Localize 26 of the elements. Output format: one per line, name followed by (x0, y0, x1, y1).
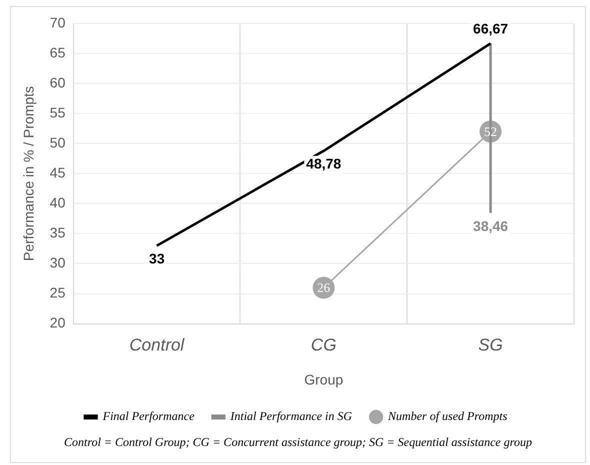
x-tick-label: SG (478, 336, 503, 355)
y-tick-label: 45 (50, 164, 66, 180)
y-tick-label: 50 (50, 134, 66, 150)
y-tick-label: 65 (50, 44, 66, 60)
data-label: 48,78 (306, 156, 342, 172)
x-tick-label: CG (310, 336, 336, 355)
legend-label: Final Performance (102, 409, 196, 424)
y-tick-label: 25 (50, 284, 66, 301)
y-tick-label: 70 (50, 14, 66, 30)
data-label: 38,46 (473, 218, 508, 234)
text: Control = Control Group; CG = Concurrent assistance group; SG = Sequential assistance group (63, 435, 533, 450)
y-tick-label: 30 (50, 254, 66, 271)
y-tick-label: 35 (50, 224, 66, 241)
y-tick-label: 55 (50, 104, 66, 120)
y-tick-label: 60 (50, 74, 66, 90)
data-label: 52 (484, 124, 498, 139)
x-tick-label: Control (129, 336, 186, 355)
data-label: 26 (317, 280, 331, 296)
y-tick-label: 40 (50, 194, 66, 210)
data-label: 66,67 (473, 20, 508, 36)
legend-label: Intial Performance in SG (229, 409, 352, 424)
legend-label: Number of used Prompts (387, 409, 508, 424)
x-axis-title: Group (304, 371, 344, 388)
y-tick-label: 20 (50, 314, 66, 331)
y-axis-title: Performance in % / Prompts (20, 86, 36, 262)
data-label: 33 (149, 250, 165, 267)
